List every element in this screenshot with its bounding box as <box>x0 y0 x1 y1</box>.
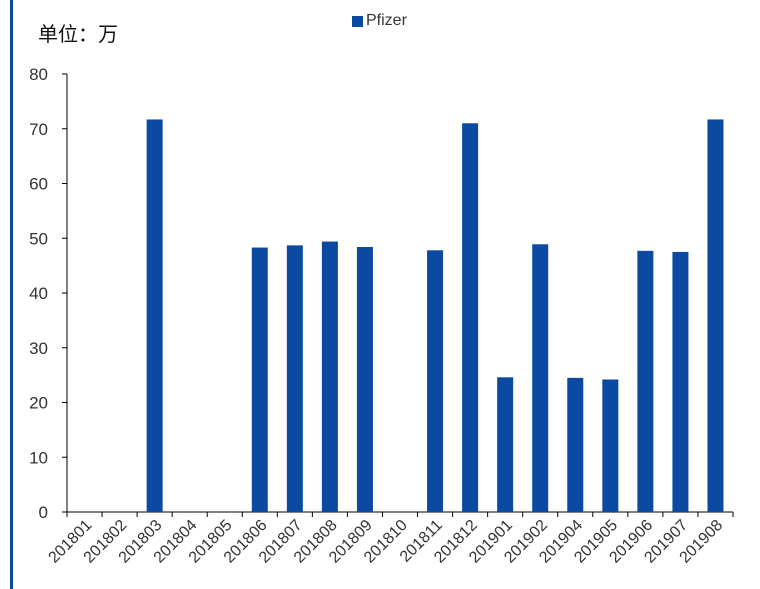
bar-201906 <box>637 250 654 512</box>
bar-201901 <box>497 377 514 512</box>
bar-201905 <box>602 379 619 512</box>
bar-201807 <box>286 245 303 512</box>
bar-201811 <box>427 250 444 513</box>
legend: Pfizer <box>352 12 407 30</box>
y-tick-label: 80 <box>29 65 48 84</box>
y-tick-label: 40 <box>29 284 48 303</box>
bar-201812 <box>462 123 479 513</box>
bar-201806 <box>251 247 268 512</box>
y-tick-label: 30 <box>29 339 48 358</box>
legend-swatch <box>352 15 363 27</box>
bar-201908 <box>707 119 724 512</box>
left-accent-rule <box>10 0 13 589</box>
unit-label: 单位：万 <box>38 22 118 46</box>
y-tick-label: 0 <box>39 503 48 522</box>
legend-label: Pfizer <box>366 12 407 29</box>
y-tick-label: 60 <box>29 175 48 194</box>
y-tick-label: 70 <box>29 120 48 139</box>
bar-201803 <box>146 119 163 512</box>
y-tick-label: 20 <box>29 394 48 413</box>
bar-201808 <box>321 241 338 512</box>
y-tick-label: 10 <box>29 448 48 467</box>
bar-201809 <box>356 247 373 512</box>
bar-201902 <box>532 244 549 512</box>
y-tick-label: 50 <box>29 229 48 248</box>
bar-201907 <box>672 251 689 512</box>
bar-201904 <box>567 377 584 512</box>
